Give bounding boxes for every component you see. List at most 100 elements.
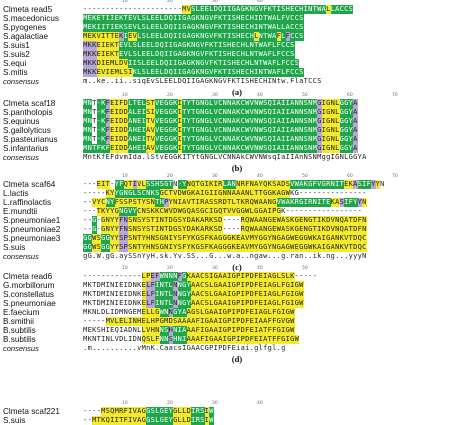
ruler-tick-label: 70 xyxy=(392,174,398,179)
residue-cell: A xyxy=(128,108,133,117)
residue-cell: E xyxy=(155,14,160,23)
residue-cell: E xyxy=(159,108,164,117)
residue-cell: C xyxy=(141,189,146,198)
residue-cell: C xyxy=(294,32,299,41)
residue-cell: G xyxy=(276,317,281,326)
residue-cell: D xyxy=(123,99,128,108)
residue-cell: P xyxy=(236,290,241,299)
residue-cell: V xyxy=(150,144,155,153)
residue-cell: . xyxy=(128,77,133,85)
ruler-tick-label: 30 xyxy=(212,266,218,271)
residue-cell: I xyxy=(204,407,209,416)
residue-cell: P xyxy=(227,326,232,335)
ruler-tick-label: 50 xyxy=(302,266,308,271)
residue-cell: I xyxy=(155,290,160,299)
residue-cell: N xyxy=(132,225,137,234)
residue-cell: V xyxy=(209,23,214,32)
residue-cell: K xyxy=(132,68,137,77)
residue-cell: E xyxy=(150,32,155,41)
residue-cell: D xyxy=(101,308,106,316)
residue-cell: I xyxy=(231,308,236,317)
position-ruler: 10 20 30 40 50 60 70 xyxy=(83,174,463,180)
residue-cell: I xyxy=(290,299,295,308)
residue-cell: D xyxy=(249,272,254,281)
sequence-row: E.mundtii ---TKYYGNGVYCNSKKCWVDWGQASGCIGQ… xyxy=(0,207,474,216)
residue-cell: G xyxy=(195,135,200,144)
residue-cell: N xyxy=(159,281,164,290)
residue-cell: N xyxy=(150,243,155,252)
residue-cell: A xyxy=(231,144,236,153)
residue-cell: L xyxy=(285,272,290,281)
residue-cell: E xyxy=(155,68,160,77)
residue-cell: V xyxy=(218,153,223,161)
residue-cell: G xyxy=(231,272,236,281)
residue-cell: V xyxy=(231,207,236,216)
residue-cell: W xyxy=(245,135,250,144)
residue-cell: I xyxy=(317,225,322,234)
residue-cell: L xyxy=(128,50,133,59)
residue-cell: - xyxy=(308,207,313,215)
residue-cell: E xyxy=(231,50,236,59)
sequence-row: G.morbillorum MKTDMINIEIDNKELFINTLNNGYAAC… xyxy=(0,281,474,290)
residue-cell: Y xyxy=(353,198,358,207)
residue-cell: - xyxy=(105,5,110,13)
residue-cell: N xyxy=(92,308,97,316)
residue-cell: S xyxy=(231,14,236,23)
residue-cell: G xyxy=(182,281,187,290)
residue-cell: K xyxy=(191,243,196,252)
residue-cell: C xyxy=(137,207,142,216)
residue-cell: . xyxy=(87,77,92,85)
residue-cell: F xyxy=(276,50,281,59)
residue-cell: T xyxy=(150,216,155,225)
residue-cell: K xyxy=(173,126,178,135)
residue-cell: R xyxy=(200,198,205,207)
residue-cell: G xyxy=(173,216,178,225)
residue-cell: L xyxy=(96,308,101,316)
residue-cell: I xyxy=(209,189,214,198)
residue-cell: G xyxy=(317,135,322,144)
residue-cell: S xyxy=(195,207,200,216)
residue-cell: V xyxy=(146,326,151,335)
residue-cell: I xyxy=(317,216,322,225)
residue-cell: . xyxy=(110,344,115,352)
residue-cell: K xyxy=(87,41,92,50)
residue-cell: Q xyxy=(159,50,164,59)
residue-cell: - xyxy=(303,207,308,215)
residue-cell: C xyxy=(245,153,250,161)
residue-cell: - xyxy=(357,189,362,197)
residue-cell: L xyxy=(168,299,173,308)
residue-cell: Q xyxy=(339,216,344,225)
residue-cell: N xyxy=(159,290,164,299)
residue-cell: . xyxy=(114,252,119,260)
residue-cell: K xyxy=(150,344,155,352)
residue-cell: V xyxy=(155,135,160,144)
residue-cell: E xyxy=(128,14,133,23)
residue-cell: A xyxy=(240,189,245,198)
residue-cell: N xyxy=(299,144,304,153)
residue-cell: - xyxy=(227,216,232,224)
residue-cell: N xyxy=(335,243,340,252)
residue-cell: A xyxy=(191,281,196,290)
residue-cell: - xyxy=(87,198,92,206)
residue-cell: N xyxy=(308,135,313,144)
residue-cell: G xyxy=(204,189,209,198)
residue-cell: I xyxy=(213,180,218,189)
residue-cell: F xyxy=(209,59,214,68)
residue-cell: - xyxy=(299,272,304,280)
residue-cell: A xyxy=(276,117,281,126)
residue-cell: W xyxy=(96,252,101,260)
residue-cell: W xyxy=(276,225,281,234)
residue-cell: - xyxy=(83,189,88,197)
residue-cell: n xyxy=(299,252,304,260)
residue-cell: W xyxy=(245,126,250,135)
residue-cell: Y xyxy=(254,243,259,252)
residue-cell: G xyxy=(182,68,187,77)
residue-cell: R xyxy=(240,216,245,225)
residue-cell: G xyxy=(213,281,218,290)
residue-cell: - xyxy=(87,225,92,233)
residue-cell: g xyxy=(83,252,88,260)
residue-cell: N xyxy=(249,180,254,189)
residue-cell: K xyxy=(92,68,97,77)
residue-cell: N xyxy=(308,126,313,135)
residue-cell: G xyxy=(353,153,358,161)
